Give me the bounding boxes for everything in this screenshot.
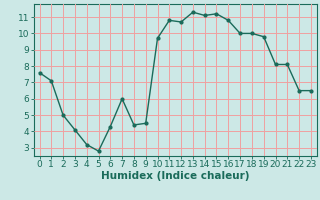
X-axis label: Humidex (Indice chaleur): Humidex (Indice chaleur) xyxy=(101,171,250,181)
